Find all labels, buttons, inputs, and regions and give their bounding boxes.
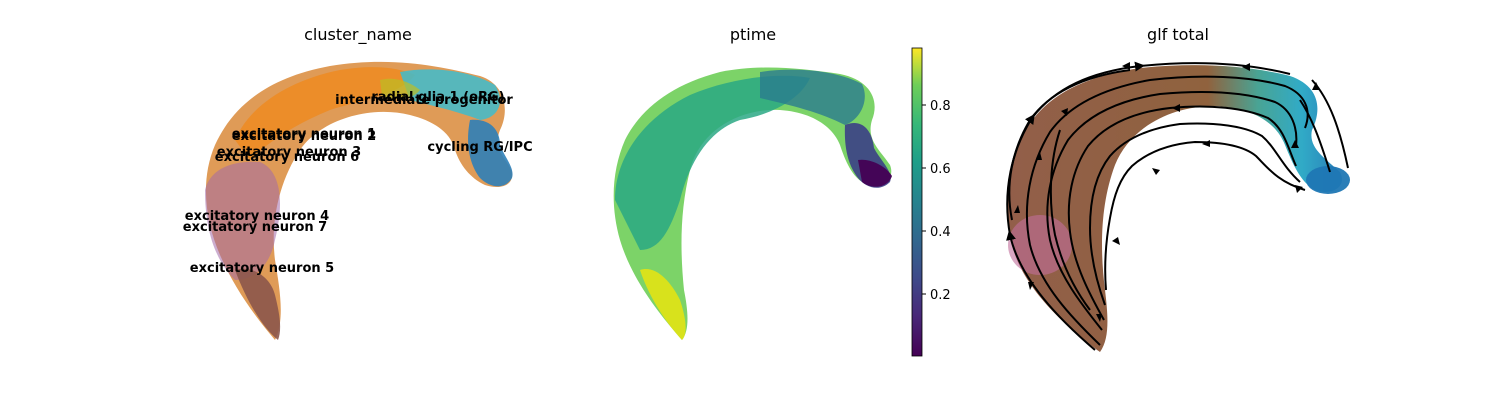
cluster-label: cycling RG/IPC [427, 140, 532, 155]
glf-pink-region [1008, 215, 1072, 275]
region-olive [380, 78, 420, 100]
panel-cluster-name: cluster_name radial glia 1 (oRG) interme… [183, 25, 533, 341]
ptime-region-dark [858, 159, 892, 187]
streamline-arrow [1014, 205, 1020, 213]
cluster-label: excitatory neuron 7 [183, 220, 327, 235]
region-cyan [400, 69, 500, 120]
streamline [1299, 99, 1331, 173]
colorbar-tick-label: 0.8 [930, 99, 951, 114]
cluster-label: excitatory neuron 5 [190, 261, 334, 276]
cluster-label: intermediate progenitor [335, 93, 513, 108]
ptime-region-green [615, 75, 810, 250]
streamline-arrow [1312, 82, 1320, 90]
panel-title-cluster-name: cluster_name [304, 25, 412, 45]
cluster-label: excitatory neuron 3 [217, 145, 361, 160]
streamline [1008, 69, 1131, 221]
streamline [1088, 122, 1301, 306]
streamline [1049, 129, 1091, 311]
streamline-arrow [1202, 140, 1210, 147]
cluster-label: excitatory neuron 6 [215, 150, 359, 165]
glf-arrows [1014, 62, 1320, 322]
panel-title-ptime: ptime [730, 25, 776, 44]
streamline-arrow [1036, 152, 1042, 160]
streamline-arrow [1152, 168, 1160, 175]
streamline-arrow [1172, 104, 1180, 112]
streamline-arrow [1028, 282, 1034, 290]
panel-ptime: ptime 0.2 0.4 0.6 0.8 [613, 25, 951, 357]
streamline-arrow [1122, 62, 1130, 70]
ptime-scatter [613, 67, 892, 341]
cluster-scatter [205, 61, 513, 341]
ptime-region-bright [640, 269, 686, 340]
cluster-label: excitatory neuron 4 [185, 209, 329, 224]
region-orange [235, 67, 415, 160]
streamline-arrow [1096, 314, 1102, 322]
streamline-arrow [1291, 140, 1299, 148]
region-brown [235, 268, 281, 340]
cluster-label: radial glia 1 (oRG) [371, 90, 504, 105]
region-blue [468, 119, 513, 187]
streamline [1025, 75, 1309, 346]
colorbar-tick-label: 0.6 [930, 162, 951, 177]
streamline-arrow [1112, 237, 1120, 245]
panel-title-glf-total: glf total [1147, 25, 1209, 44]
streamline [1104, 140, 1306, 291]
streamline-arrow [1295, 185, 1303, 193]
streamline-arrow [1061, 108, 1068, 116]
streamline [1067, 105, 1297, 321]
panel-glf-total: glf total [1006, 25, 1350, 353]
colorbar-tick-label: 0.2 [930, 288, 951, 303]
region-purple [205, 161, 280, 280]
cluster-labels: radial glia 1 (oRG) intermediate progeni… [183, 90, 533, 276]
ptime-region-teal [760, 69, 865, 125]
colorbar-gradient [911, 47, 923, 357]
cluster-label: excitatory neuron 1 [232, 127, 376, 142]
glf-blue-region [1306, 166, 1350, 194]
colorbar-tick-label: 0.4 [930, 225, 951, 240]
streamline-arrow [1242, 63, 1250, 71]
glf-streamlines [1006, 61, 1349, 351]
streamline [1046, 91, 1298, 331]
colorbar: 0.2 0.4 0.6 0.8 [911, 47, 951, 357]
cluster-label: excitatory neuron 2 [232, 129, 376, 144]
